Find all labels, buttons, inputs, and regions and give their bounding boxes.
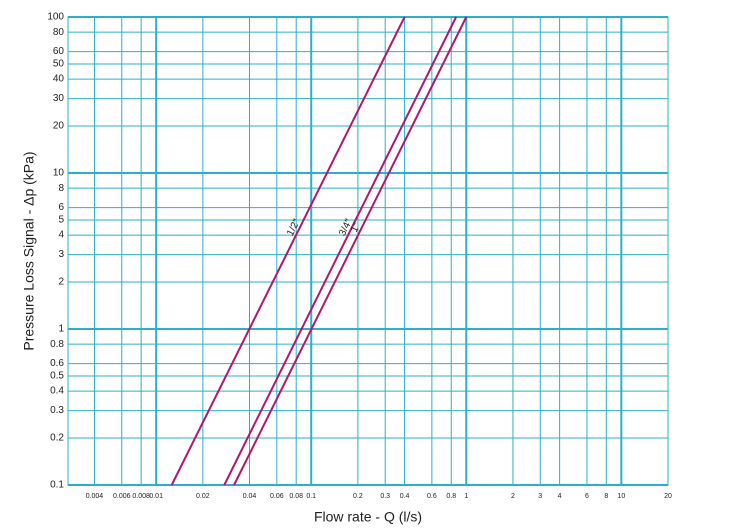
y-tick-label: 0.3: [50, 405, 64, 416]
y-tick-label: 8: [58, 183, 64, 194]
y-tick-label: 5: [58, 215, 64, 226]
x-tick-label: 0.04: [243, 493, 257, 500]
y-tick-label: 0.6: [50, 358, 64, 369]
x-tick-label: 0.02: [196, 493, 210, 500]
y-tick-label: 50: [53, 59, 65, 70]
y-tick-label: 40: [53, 74, 65, 85]
x-tick-label: 4: [558, 493, 562, 500]
y-tick-label: 0.4: [50, 386, 64, 397]
y-tick-label: 6: [58, 202, 64, 213]
x-tick-label: 2: [511, 493, 515, 500]
y-tick-label: 4: [58, 230, 64, 241]
x-tick-label: 0.004: [86, 493, 104, 500]
plot-area: [67, 16, 669, 486]
y-tick-label: 100: [47, 12, 64, 23]
x-tick-label: 0.8: [446, 493, 456, 500]
y-tick-label: 0.8: [50, 339, 64, 350]
y-tick-label: 0.5: [50, 371, 64, 382]
x-tick-label: 0.3: [380, 493, 390, 500]
x-axis-label: Flow rate - Q (l/s): [314, 509, 422, 525]
y-tick-label: 0.2: [50, 433, 64, 444]
y-tick-label: 80: [53, 27, 65, 38]
x-tick-label: 0.2: [353, 493, 363, 500]
x-tick-label: 10: [617, 493, 625, 500]
x-tick-label: 0.006: [113, 493, 131, 500]
x-tick-label: 0.01: [149, 493, 163, 500]
x-tick-label: 8: [604, 493, 608, 500]
y-tick-label: 20: [53, 121, 65, 132]
x-tick-label: 0.08: [289, 493, 303, 500]
series-line: [170, 16, 406, 486]
x-tick-label: 20: [664, 493, 672, 500]
x-tick-label: 0.06: [270, 493, 284, 500]
y-tick-label: 60: [53, 46, 65, 57]
x-tick-label: 3: [538, 493, 542, 500]
y-tick-label: 30: [53, 93, 65, 104]
series-line: [223, 16, 458, 486]
x-tick-label: 0.008: [132, 493, 150, 500]
y-tick-label: 1: [58, 324, 64, 335]
y-tick-label: 10: [53, 168, 65, 179]
series-line: [233, 16, 468, 486]
x-tick-label: 0.6: [427, 493, 437, 500]
x-tick-label: 0.4: [400, 493, 410, 500]
y-axis-label: Pressure Loss Signal - Δp (kPa): [21, 151, 37, 350]
x-tick-label: 6: [585, 493, 589, 500]
y-tick-label: 3: [58, 249, 64, 260]
y-tick-label: 2: [58, 277, 64, 288]
x-tick-label: 0.1: [306, 493, 316, 500]
y-tick-label: 0.1: [50, 480, 64, 491]
x-tick-label: 1: [464, 493, 468, 500]
